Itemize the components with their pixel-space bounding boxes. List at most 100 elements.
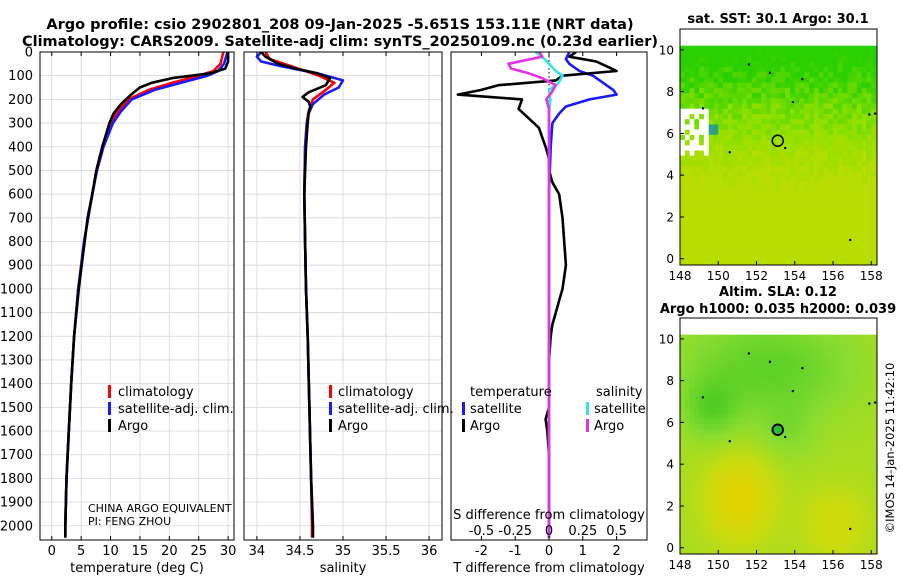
map-cell bbox=[780, 522, 786, 529]
legend-label-argo: Argo bbox=[338, 419, 368, 434]
map-cell bbox=[703, 465, 710, 471]
map-cell bbox=[703, 360, 710, 367]
legend-label-s-satellite: satellite bbox=[594, 402, 646, 417]
map-cell bbox=[713, 155, 719, 161]
map-cell bbox=[732, 512, 738, 518]
map-cell bbox=[833, 444, 839, 450]
legend-swatch-climatology bbox=[108, 385, 111, 398]
map-cell bbox=[699, 376, 705, 383]
map-cell bbox=[823, 444, 829, 450]
map-cell bbox=[833, 350, 839, 356]
map-cell bbox=[813, 512, 820, 518]
map-cell bbox=[866, 538, 872, 544]
map-cell bbox=[718, 97, 724, 104]
map-cell bbox=[780, 433, 786, 440]
map-cell bbox=[813, 50, 820, 57]
map-cell bbox=[856, 129, 863, 135]
map-cell bbox=[766, 139, 772, 146]
map-cell bbox=[751, 501, 757, 508]
map-cell bbox=[746, 507, 753, 513]
map-cell bbox=[833, 496, 839, 503]
map-cell bbox=[703, 538, 710, 544]
map-cell bbox=[751, 191, 757, 198]
map-cell bbox=[756, 460, 762, 466]
map-cell bbox=[684, 350, 690, 356]
map-cell bbox=[742, 77, 748, 83]
map-cell bbox=[785, 392, 791, 398]
map-cell bbox=[823, 176, 829, 182]
map-cell bbox=[837, 360, 843, 367]
map-cell bbox=[794, 334, 800, 341]
map-cell bbox=[756, 165, 762, 172]
map-cell bbox=[699, 480, 705, 487]
map-cell bbox=[746, 212, 753, 219]
map-cell bbox=[823, 254, 829, 261]
map-cell bbox=[718, 491, 724, 497]
map-cell bbox=[723, 212, 729, 219]
map-cell bbox=[780, 233, 786, 240]
map-cell bbox=[718, 171, 724, 177]
legend-label-satellite-adj: satellite-adj. clim. bbox=[118, 402, 234, 417]
map-cell bbox=[871, 254, 877, 261]
map-cell bbox=[766, 527, 772, 534]
map-cell bbox=[756, 129, 762, 135]
map-cell bbox=[809, 223, 815, 229]
map-cell bbox=[689, 402, 695, 409]
map-cell bbox=[723, 77, 729, 83]
map-cell bbox=[756, 543, 762, 550]
map-cell bbox=[727, 71, 733, 78]
map-cell bbox=[770, 176, 776, 182]
map-cell bbox=[703, 501, 710, 508]
map-cell bbox=[732, 82, 738, 88]
map-cell bbox=[871, 548, 877, 554]
map-cell bbox=[684, 381, 690, 388]
map-cell bbox=[852, 449, 858, 456]
map-cell bbox=[790, 97, 796, 104]
map-cell bbox=[746, 197, 753, 203]
x-tick-label: 36 bbox=[421, 544, 438, 559]
map-cell bbox=[842, 223, 848, 229]
map-cell bbox=[775, 45, 781, 52]
map-cell bbox=[785, 113, 791, 120]
map-cell bbox=[718, 61, 724, 67]
map-cell bbox=[694, 244, 700, 250]
map-cell bbox=[732, 191, 738, 198]
map-cell bbox=[866, 407, 872, 414]
map-cell bbox=[856, 87, 863, 94]
map-cell bbox=[809, 512, 815, 518]
map-cell bbox=[804, 538, 810, 544]
map-cell bbox=[732, 45, 738, 52]
map-cell bbox=[699, 360, 705, 367]
map-cell bbox=[766, 238, 772, 245]
map-cell bbox=[766, 50, 772, 57]
legend-swatch-satellite-adj bbox=[108, 402, 111, 415]
map-cell bbox=[794, 439, 800, 445]
map-cell bbox=[866, 491, 872, 497]
map-cell bbox=[703, 212, 710, 219]
map-cell bbox=[790, 87, 796, 94]
map-cell bbox=[813, 71, 820, 78]
map-cell bbox=[770, 392, 776, 398]
map-cell bbox=[856, 197, 863, 203]
map-cell bbox=[842, 212, 848, 219]
map-cell bbox=[813, 129, 820, 135]
map-cell bbox=[856, 360, 863, 367]
map-cell bbox=[780, 207, 786, 214]
map-cell bbox=[818, 150, 824, 156]
map-cell bbox=[780, 491, 786, 497]
map-cell bbox=[732, 50, 738, 57]
map-cell bbox=[856, 186, 863, 193]
map-cell bbox=[837, 501, 843, 508]
map-cell bbox=[799, 496, 805, 503]
map-cell bbox=[746, 522, 753, 529]
map-cell bbox=[842, 254, 848, 261]
map-cell bbox=[871, 423, 877, 430]
map-cell bbox=[828, 202, 834, 208]
map-cell bbox=[770, 381, 776, 388]
map-cell bbox=[699, 496, 705, 503]
map-cell bbox=[746, 181, 753, 188]
map-cell bbox=[723, 56, 729, 62]
map-cell bbox=[818, 155, 824, 161]
map-cell bbox=[861, 97, 867, 104]
map-cell bbox=[718, 402, 724, 409]
